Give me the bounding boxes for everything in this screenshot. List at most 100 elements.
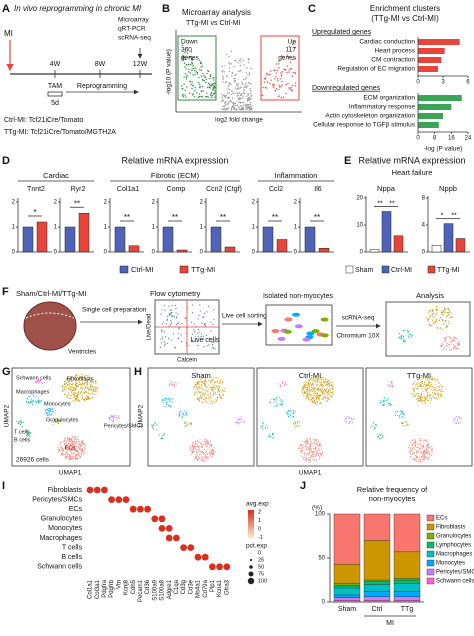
volcano-dot (214, 86, 216, 89)
cell-dot (75, 399, 77, 401)
cell-dot (304, 387, 306, 389)
cell-dot (197, 390, 199, 392)
cell-dot (68, 388, 70, 390)
volcano-dot (227, 108, 229, 110)
cell-dot (50, 414, 52, 416)
cell-dot (84, 447, 86, 449)
cell-dot (325, 384, 327, 386)
cell-dot (315, 459, 317, 461)
cell-dot (311, 378, 313, 380)
cell-dot (403, 425, 405, 427)
volcano-dot (275, 72, 278, 74)
cell-dot (313, 451, 315, 453)
cell-dot (115, 414, 117, 417)
volcano-dot (280, 72, 282, 74)
bar (418, 113, 443, 119)
cell-dot (62, 384, 64, 386)
cell-dot (58, 419, 60, 421)
cell-dot (316, 454, 318, 456)
cell-dot (204, 449, 206, 451)
cell-dot (315, 396, 317, 398)
cell-dot (449, 317, 451, 319)
cell-dot (400, 337, 402, 339)
cell-dot (306, 438, 308, 440)
cell-dot (78, 381, 80, 383)
cell-dot (70, 376, 72, 378)
cell-dot (294, 423, 296, 425)
cell-dot (306, 441, 308, 443)
cell-dot (61, 449, 63, 451)
cell-dot (458, 416, 460, 418)
cell-dot (449, 349, 451, 351)
cell-dot (455, 342, 457, 344)
cell-dot (205, 457, 207, 459)
volcano-dot (234, 87, 236, 89)
cell-dot (440, 395, 442, 397)
up-count: 117 (286, 47, 297, 54)
cell-dot (65, 447, 67, 450)
cell-dot (73, 386, 75, 389)
cell-dot (385, 398, 387, 400)
volcano-dot (247, 85, 249, 87)
cell-dot (109, 417, 111, 420)
cell-dot (294, 411, 296, 413)
cell-dot (32, 403, 34, 406)
volcano-dot (194, 69, 196, 72)
cluster-label: ECs (65, 445, 76, 451)
cluster-label: Schwann cells (16, 375, 51, 381)
cell-dot (430, 454, 432, 456)
cell-dot (86, 378, 88, 380)
gene-label: Nppa (377, 184, 396, 193)
cell-dot (195, 449, 197, 451)
flow-dot (159, 346, 161, 349)
cell-dot (427, 395, 429, 397)
panel-label: A (2, 3, 10, 15)
cell-dot (324, 392, 326, 394)
cell-dot (318, 399, 320, 401)
flow-dot (164, 343, 166, 345)
sig-label: ** (124, 213, 130, 222)
volcano-dot (199, 69, 201, 71)
cell-dot (304, 446, 306, 448)
cell-dot (201, 385, 203, 387)
gene-label: Ryr2 (71, 186, 86, 193)
cell-dot (165, 398, 167, 400)
cell-dot (423, 452, 425, 454)
cell-dot (313, 385, 315, 387)
row-label: B cells (61, 554, 82, 561)
cell-dot (182, 417, 184, 419)
cell-dot (425, 378, 427, 380)
cell-dot (299, 455, 301, 457)
volcano-dot (294, 85, 297, 87)
row-label: Pericytes/SMCs (32, 496, 82, 503)
cell-dot (219, 380, 221, 382)
cell-dot (82, 386, 84, 389)
cell (292, 312, 301, 317)
cell-dot (315, 440, 317, 442)
marker-dot (173, 534, 180, 542)
cell-dot (375, 424, 377, 426)
cell-dot (431, 312, 433, 315)
cell-dot (456, 418, 458, 420)
cell-dot (383, 397, 385, 399)
cell-dot (289, 412, 291, 414)
cell-dot (79, 392, 82, 394)
cell-dot (317, 394, 319, 396)
volcano-dot (222, 94, 225, 97)
cell-dot (417, 388, 419, 390)
volcano-dot (275, 87, 277, 90)
cell-dot (210, 386, 212, 388)
cell-dot (39, 379, 41, 381)
cell-dot (203, 383, 205, 385)
category-label: Actin cytoskeleton organization (325, 113, 415, 120)
bar (22, 226, 34, 253)
cell-dot (36, 380, 38, 382)
cell-dot (315, 399, 317, 401)
volcano-dot (230, 101, 233, 103)
volcano-dot (294, 58, 296, 60)
cell-dot (205, 400, 207, 402)
cell-dot (77, 457, 79, 459)
cell-dot (401, 417, 403, 419)
legend-label: Monocytes (436, 561, 465, 567)
cell-dot (94, 389, 96, 391)
